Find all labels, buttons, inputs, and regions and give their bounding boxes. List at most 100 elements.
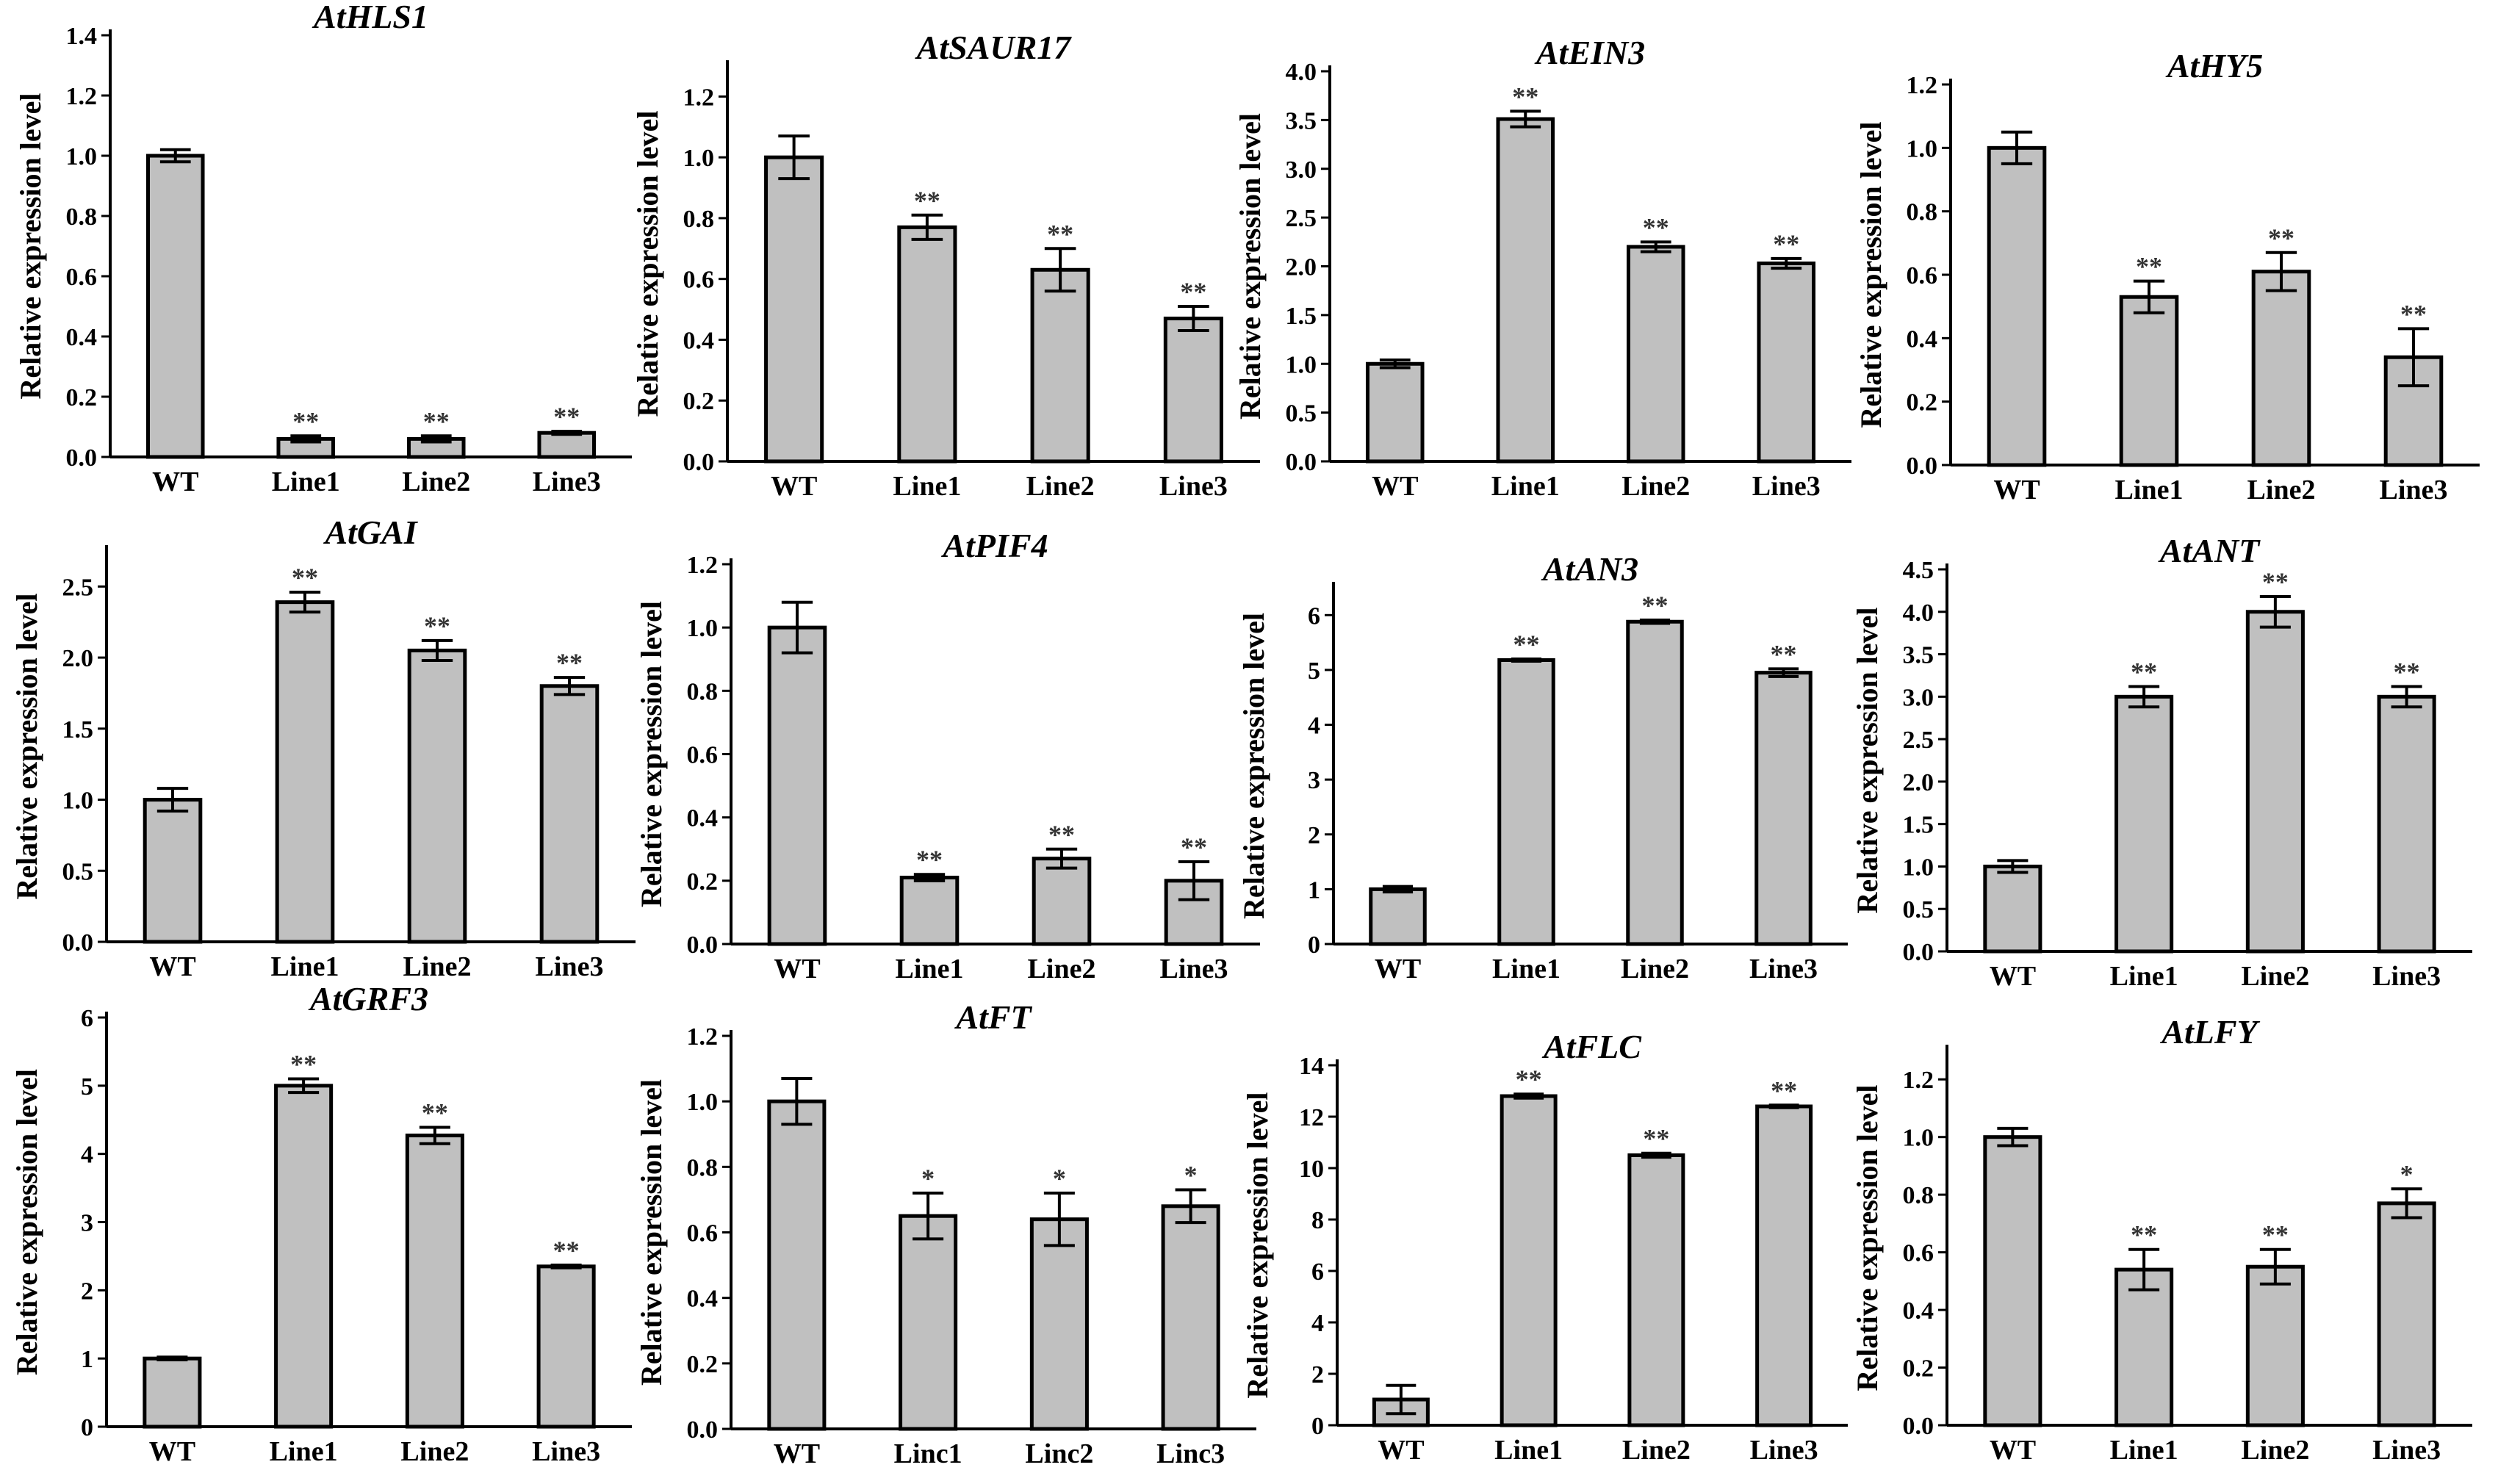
chart-4-bar-wt: [1989, 148, 2045, 465]
chart-8-y-tick-label: 0.5: [1903, 896, 1934, 923]
chart-10-x-tick-label: Linc3: [1156, 1438, 1225, 1469]
chart-7-x-tick-label: Line2: [1621, 954, 1689, 984]
chart-5-y-tick-label: 1.0: [62, 788, 94, 815]
chart-5-significance-marker: **: [292, 563, 318, 592]
chart-10-x-tick-label: Linc1: [894, 1438, 962, 1469]
chart-1-bar-line3: [539, 433, 594, 457]
chart-12-y-tick-label: 0.4: [1903, 1297, 1934, 1325]
chart-8-y-tick-label: 3.0: [1903, 684, 1934, 711]
chart-1-y-tick-label: 0.6: [66, 264, 98, 291]
chart-9-panel: 0123456Relative expression levelAtGRF3WT…: [10, 980, 632, 1467]
chart-1-title: AtHLS1: [312, 0, 428, 35]
chart-5-y-tick-label: 2.0: [62, 645, 94, 672]
chart-12-significance-marker: **: [2262, 1220, 2289, 1250]
chart-10-panel: 0.0 0.2 0.4 0.6 0.8 1.0 1.2 Relative expression…: [635, 998, 1256, 1469]
chart-3-significance-marker: **: [1512, 82, 1538, 111]
chart-8-significance-marker: **: [2394, 657, 2420, 686]
chart-8-x-tick-label: Line2: [2241, 961, 2309, 992]
chart-12-x-tick-label: Line1: [2110, 1435, 2178, 1466]
chart-2-panel: 0.0 0.2 0.4 0.6 0.8 1.0 1.2 Relative expression…: [631, 29, 1260, 502]
chart-8-significance-marker: **: [2262, 567, 2289, 597]
chart-2-y-tick-label: 0.4: [683, 327, 715, 354]
chart-11-y-tick-label: 6: [1311, 1258, 1324, 1286]
chart-11-x-tick-label: Line1: [1494, 1435, 1563, 1466]
chart-10-significance-marker: *: [1053, 1164, 1066, 1193]
chart-1-significance-marker: **: [423, 406, 450, 436]
chart-10-y-tick-label: 0.0: [687, 1416, 719, 1444]
chart-12-y-tick-label: 0.2: [1903, 1355, 1934, 1383]
chart-7-y-tick-label: 3: [1308, 767, 1320, 794]
chart-11-bar-line3: [1757, 1106, 1811, 1425]
chart-9-title: AtGRF3: [308, 980, 428, 1017]
chart-6-y-tick-label: 0.8: [687, 678, 719, 705]
chart-7-bar-line3: [1757, 673, 1811, 944]
chart-11-significance-marker: **: [1516, 1065, 1542, 1094]
chart-4-y-tick-label: 0.8: [1907, 199, 1938, 226]
chart-9-y-tick-label: 6: [81, 1005, 93, 1032]
chart-9-x-tick-label: Line3: [532, 1436, 600, 1467]
chart-5-y-tick-label: 0.0: [62, 929, 94, 957]
chart-4-title: AtHY5: [2165, 47, 2263, 84]
chart-6-x-tick-label: WT: [774, 954, 820, 984]
chart-9-x-tick-label: WT: [149, 1436, 195, 1467]
chart-8-ylabel: Relative expression level: [1851, 608, 1884, 914]
chart-12-bar-line2: [2247, 1267, 2303, 1425]
chart-11-significance-marker: **: [1643, 1124, 1669, 1153]
chart-7-y-tick-label: 2: [1308, 822, 1320, 849]
chart-7-y-tick-label: 6: [1308, 602, 1320, 630]
chart-5-significance-marker: **: [556, 648, 583, 677]
chart-2-bar-wt: [766, 157, 822, 461]
chart-8-bar-wt: [1985, 866, 2040, 951]
chart-2-significance-marker: **: [914, 186, 940, 215]
chart-10-y-tick-label: 1.2: [687, 1023, 719, 1051]
chart-1-x-tick-label: Line3: [533, 467, 601, 497]
chart-12-bar-wt: [1985, 1137, 2040, 1425]
chart-7-y-tick-label: 5: [1308, 658, 1320, 685]
chart-5-x-tick-label: Line3: [536, 951, 604, 982]
chart-2-title: AtSAUR17: [915, 29, 1073, 66]
chart-9-y-tick-label: 1: [81, 1346, 93, 1373]
chart-9-x-tick-label: Line2: [400, 1436, 469, 1467]
chart-8-y-tick-label: 2.0: [1903, 769, 1934, 796]
chart-9-bar-line2: [407, 1136, 462, 1427]
chart-9-ylabel: Relative expression level: [10, 1069, 43, 1375]
chart-11-ylabel: Relative expression level: [1241, 1092, 1274, 1399]
chart-12-panel: 0.00.20.40.60.81.01.2Relative expression…: [1851, 1013, 2472, 1466]
chart-3-y-tick-label: 3.0: [1286, 156, 1317, 184]
chart-7-x-tick-label: Line1: [1492, 954, 1561, 984]
chart-12-y-tick-label: 0.8: [1903, 1182, 1934, 1209]
chart-2-significance-marker: **: [1180, 277, 1206, 306]
chart-9-y-tick-label: 5: [81, 1073, 93, 1101]
chart-5-bar-line3: [541, 686, 597, 942]
chart-4-x-tick-label: Line2: [2247, 475, 2316, 505]
chart-11-y-tick-label: 8: [1311, 1207, 1324, 1234]
chart-8-x-tick-label: Line1: [2110, 961, 2178, 992]
chart-3-x-tick-label: WT: [1372, 471, 1418, 502]
chart-11-bar-line1: [1502, 1096, 1555, 1425]
chart-5-y-tick-label: 1.5: [62, 716, 94, 743]
chart-1-y-tick-label: 0.4: [66, 324, 98, 351]
chart-10-bar-wt: [769, 1101, 824, 1429]
chart-1-ylabel: Relative expression level: [14, 93, 47, 400]
chart-5-bar-line1: [277, 602, 333, 942]
chart-2-x-tick-label: WT: [771, 471, 817, 502]
chart-6-significance-marker: **: [1181, 832, 1207, 862]
chart-6-y-tick-label: 1.0: [687, 615, 719, 642]
chart-5-significance-marker: **: [424, 611, 450, 641]
chart-1-y-tick-label: 1.0: [66, 143, 98, 170]
chart-10-significance-marker: *: [1184, 1161, 1198, 1190]
chart-3-y-tick-label: 3.5: [1286, 107, 1317, 134]
chart-8-y-tick-label: 4.0: [1903, 599, 1934, 627]
chart-6-y-tick-label: 0.4: [687, 805, 719, 832]
chart-12-x-tick-label: WT: [1990, 1435, 2036, 1466]
chart-8-y-tick-label: 1.0: [1903, 854, 1934, 881]
chart-11-bar-line2: [1630, 1156, 1683, 1426]
chart-3-y-tick-label: 1.5: [1286, 303, 1317, 330]
chart-8-bar-line3: [2379, 696, 2434, 951]
chart-3-x-tick-label: Line3: [1752, 471, 1821, 502]
chart-6-x-tick-label: Line1: [896, 954, 964, 984]
chart-10-y-tick-label: 0.4: [687, 1286, 719, 1313]
chart-4-significance-marker: **: [2400, 299, 2427, 328]
chart-11-panel: 02468101214Relative expression levelAtFL…: [1241, 1028, 1848, 1466]
chart-4-significance-marker: **: [2268, 223, 2294, 253]
